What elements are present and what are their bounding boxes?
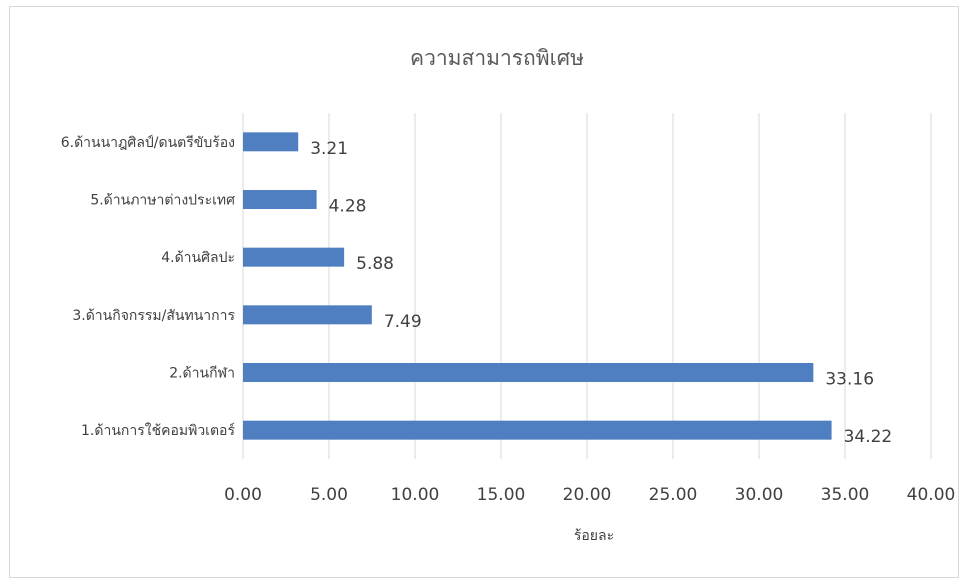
- x-tick-labels: 0.00 5.00 10.00 15.00 20.00 25.00 30.00 35.00 40…: [224, 485, 955, 505]
- x-tick-label: 35.00: [821, 485, 870, 505]
- value-labels: 34.22 33.16 7.49 5.88 4.28 3.21: [310, 139, 892, 447]
- x-axis-title: ร้อยละ: [574, 528, 614, 544]
- category-label: 4.ด้านศิลปะ: [161, 250, 235, 266]
- chart-frame: ความสามารถพิเศษ 1.ด้านการใช้คอมพิวเตอร์ 2…: [9, 6, 959, 578]
- data-label: 7.49: [384, 312, 422, 332]
- chart-title: ความสามารถพิเศษ: [410, 46, 584, 70]
- category-label: 6.ด้านนาฎศิลป์/ดนตรีขับร้อง: [61, 134, 235, 151]
- category-label: 5.ด้านภาษาต่างประเทศ: [90, 193, 235, 209]
- x-tick-label: 0.00: [224, 485, 262, 505]
- category-label: 3.ด้านกิจกรรม/สันทนาการ: [72, 308, 235, 324]
- chart-svg: ความสามารถพิเศษ 1.ด้านการใช้คอมพิวเตอร์ 2…: [61, 46, 956, 544]
- category-label: 2.ด้านกีฬา: [169, 366, 235, 382]
- category-label: 1.ด้านการใช้คอมพิวเตอร์: [81, 422, 235, 439]
- bar: [243, 305, 372, 325]
- data-label: 5.88: [356, 254, 394, 274]
- bar: [243, 363, 814, 382]
- x-tick-label: 40.00: [907, 485, 956, 505]
- data-label: 33.16: [825, 370, 874, 390]
- x-tick-label: 25.00: [649, 485, 698, 505]
- bar: [243, 132, 299, 152]
- x-tick-label: 5.00: [310, 485, 348, 505]
- bar: [243, 420, 832, 440]
- x-tick-label: 30.00: [735, 485, 784, 505]
- bar: [243, 247, 345, 267]
- gridlines: [242, 113, 932, 459]
- data-label: 34.22: [844, 427, 893, 447]
- bar: [243, 190, 317, 209]
- data-label: 3.21: [310, 139, 348, 159]
- x-tick-label: 20.00: [563, 485, 612, 505]
- data-label: 4.28: [329, 197, 367, 217]
- x-tick-label: 10.00: [391, 485, 440, 505]
- category-labels: 1.ด้านการใช้คอมพิวเตอร์ 2.ด้านกีฬา 3.ด้านก…: [61, 134, 236, 439]
- x-tick-label: 15.00: [477, 485, 526, 505]
- bars: [243, 132, 832, 440]
